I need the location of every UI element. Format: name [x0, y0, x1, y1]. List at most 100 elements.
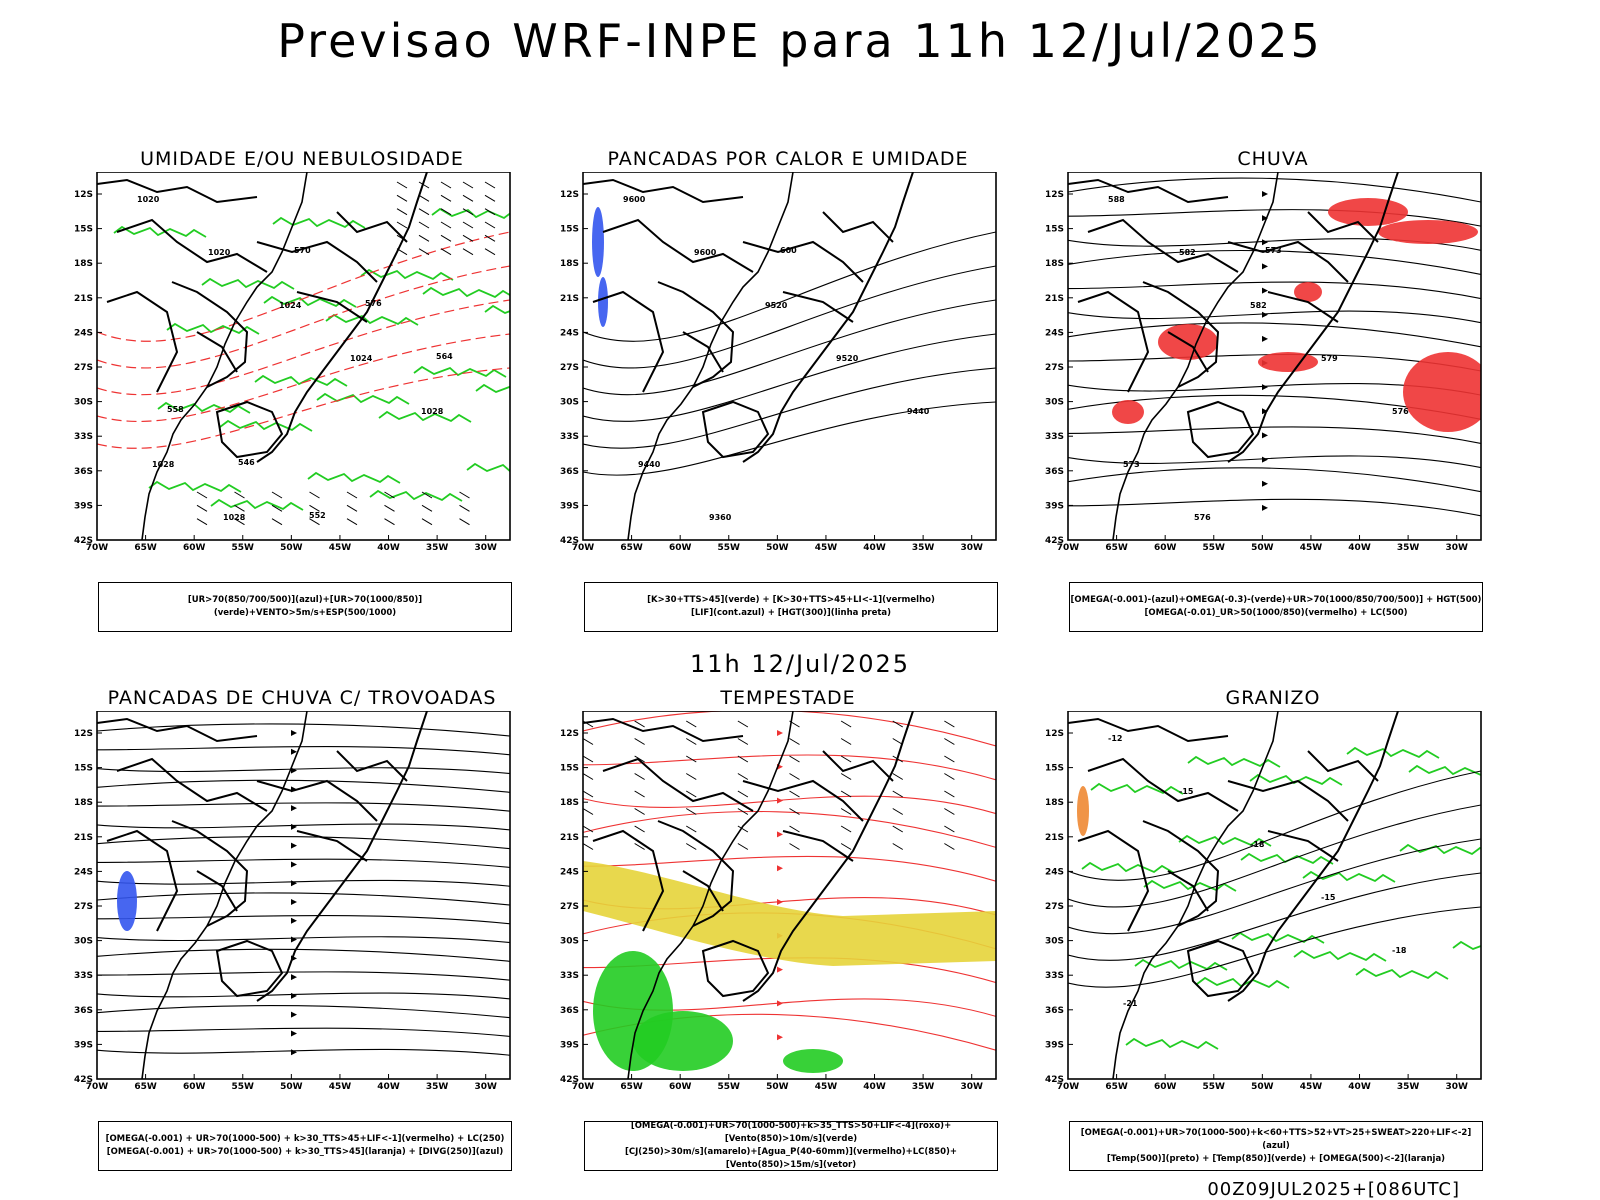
contour-line	[97, 367, 510, 449]
lat-tick-label: 15S	[560, 225, 579, 235]
wind-vector	[634, 808, 645, 815]
lon-tick-label: 45W	[815, 543, 838, 553]
lon-tick-label: 60W	[183, 1082, 206, 1092]
map-panel-3: CHUVA 588 582 582 579 576 573 576 573 12S 15S 18S 21…	[1033, 148, 1513, 632]
lon-tick-label: 40W	[377, 543, 400, 553]
wind-vector	[421, 518, 433, 526]
wind-vector	[840, 843, 852, 850]
border-line	[782, 830, 854, 862]
shaded-area	[1328, 198, 1408, 226]
wind-vector	[840, 755, 852, 763]
lat-tick-label: 39S	[560, 1040, 579, 1050]
wind-vector	[418, 208, 430, 216]
contour-line	[1346, 746, 1440, 759]
map-frame	[1067, 711, 1482, 1080]
contour-label: 600	[780, 246, 797, 255]
streamline-arrow	[291, 880, 297, 887]
border-line	[1167, 870, 1209, 912]
contour-label: 1028	[223, 513, 246, 522]
lat-tick-label: 24S	[1045, 867, 1064, 877]
lon-tick-label: 60W	[669, 1082, 692, 1092]
legend-box: [OMEGA(-0.001)-(azul)+OMEGA(-0.3)-(verde…	[1069, 582, 1483, 632]
lat-tick-label: 21S	[560, 294, 579, 304]
lat-tick-label: 36S	[1045, 1006, 1064, 1016]
streamline-arrow	[1262, 191, 1268, 197]
legend-line: [OMEGA(-0.001) + UR>70(1000-500) + k>30_…	[106, 1147, 504, 1157]
wind-vector	[271, 504, 283, 512]
wind-vector	[462, 248, 474, 256]
streamline-arrow	[1262, 504, 1268, 511]
lat-tick-label: 39S	[560, 501, 579, 511]
lat-tick-label: 30S	[560, 398, 579, 408]
legend-box: [OMEGA(-0.001)+UR>70(1000-500)+k<60+TTS>…	[1069, 1121, 1483, 1171]
streamline-arrow	[291, 917, 297, 924]
streamline	[1068, 310, 1481, 324]
panel-title: TEMPESTADE	[720, 687, 856, 709]
streamline-arrow	[1262, 432, 1268, 439]
border-line	[583, 717, 744, 743]
wind-vector	[944, 773, 955, 780]
wind-vector	[944, 825, 955, 833]
wind-vector	[789, 773, 800, 780]
contour-line	[316, 392, 410, 405]
border-line	[97, 717, 258, 743]
lon-tick-label: 55W	[232, 543, 255, 553]
contour-label: 564	[436, 352, 453, 361]
border-line	[171, 281, 249, 388]
streamline-arrow	[777, 797, 783, 804]
wind-vector	[583, 738, 594, 745]
lat-tick-label: 30S	[560, 937, 579, 947]
wind-vector	[892, 738, 904, 745]
streamline-arrow	[1262, 287, 1268, 294]
wind-vector	[685, 825, 697, 833]
lon-tick-label: 45W	[1300, 543, 1323, 553]
shaded-area	[1294, 282, 1322, 302]
border-line	[215, 939, 284, 998]
wind-vector	[462, 208, 474, 216]
lon-tick-label: 55W	[718, 543, 741, 553]
wind-vector	[440, 248, 452, 256]
contour-line	[1090, 782, 1184, 795]
lat-tick-label: 27S	[560, 363, 579, 373]
lat-tick-label: 21S	[74, 833, 93, 843]
streamline-arrow	[777, 1034, 783, 1041]
lat-tick-label: 42S	[74, 536, 93, 546]
border-line	[1142, 281, 1220, 388]
coastline	[627, 172, 794, 540]
contour-label: -18	[1392, 946, 1407, 955]
shaded-area	[633, 1011, 733, 1071]
lon-tick-label: 55W	[1203, 1082, 1226, 1092]
wind-vector	[583, 843, 594, 850]
border-line	[657, 820, 735, 927]
contour-line	[1068, 906, 1481, 988]
map-panel-4: PANCADAS DE CHUVA C/ TROVOADAS 12S 15S 18S 2…	[62, 687, 542, 1171]
border-line	[701, 939, 770, 998]
map-canvas: 58858258257957657357657312S15S18S21S24S2…	[1045, 172, 1482, 553]
wind-vector	[685, 755, 697, 763]
panel-title: UMIDADE E/OU NEBULOSIDADE	[140, 148, 464, 170]
border-line	[822, 750, 894, 782]
wind-vector	[737, 720, 749, 728]
lat-tick-label: 24S	[560, 867, 579, 877]
lat-tick-label: 36S	[1045, 467, 1064, 477]
wind-vector	[459, 518, 470, 526]
wind-vector	[892, 825, 904, 833]
lon-tick-label: 45W	[329, 1082, 352, 1092]
wind-vector	[346, 518, 358, 526]
contour-line	[97, 333, 510, 423]
lat-tick-label: 42S	[74, 1075, 93, 1085]
wind-vector	[440, 221, 452, 229]
lat-tick-label: 18S	[1045, 259, 1064, 269]
wind-vector	[840, 738, 852, 745]
contour-label: 582	[1179, 248, 1196, 257]
lat-tick-label: 12S	[74, 729, 93, 739]
lat-tick-label: 18S	[560, 259, 579, 269]
lat-tick-label: 27S	[74, 902, 93, 912]
coastline	[1112, 172, 1279, 540]
lon-tick-label: 50W	[280, 1082, 303, 1092]
contour-line	[583, 231, 996, 342]
wind-vector	[384, 518, 395, 526]
contour-label: 588	[1108, 195, 1125, 204]
wind-vector	[944, 738, 955, 745]
